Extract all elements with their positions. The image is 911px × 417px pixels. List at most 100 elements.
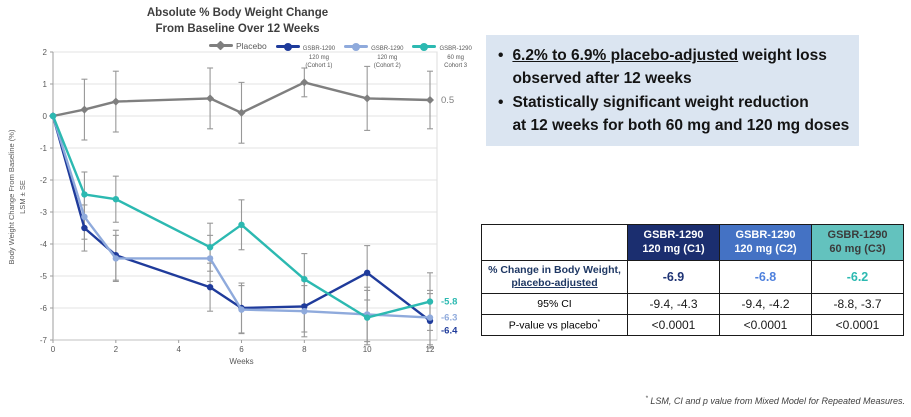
series-line-3 (51, 114, 432, 319)
footnote-symbol: * (645, 395, 648, 402)
x-tick-label: 10 (363, 345, 372, 354)
cohort2-marker-icon (352, 42, 361, 51)
pvalue-c2: <0.0001 (719, 313, 812, 336)
end-value-label: -6.3 (441, 313, 457, 324)
bullet-marker: • (498, 93, 504, 111)
y-tick-label: 0 (43, 112, 48, 121)
bullet-text-1: 6.2% to 6.9% placebo-adjusted weight los… (512, 47, 827, 88)
cohort3-marker-icon (420, 42, 429, 51)
chart-title: Absolute % Body Weight Change From Basel… (55, 6, 420, 37)
end-value-label: -6.4 (441, 326, 458, 337)
end-value-label: 0.5 (441, 95, 454, 106)
data-point (49, 112, 57, 120)
footnote: * LSM, CI and p value from Mixed Model f… (645, 395, 905, 406)
x-tick-label: 12 (426, 345, 435, 354)
legend-label-cohort1: GSBR-1290 120 mg (Cohort 1) (302, 46, 336, 70)
data-point (363, 269, 371, 276)
legend-item-placebo: Placebo (209, 40, 267, 54)
data-point (206, 284, 214, 291)
y-tick-label: -4 (40, 240, 48, 249)
x-tick-label: 6 (239, 345, 244, 354)
data-point (206, 94, 215, 103)
y-tick-label: -2 (40, 176, 48, 185)
legend-label-cohort2: GSBR-1290 120 mg (Cohort 2) (371, 46, 404, 70)
x-tick-label: 4 (176, 345, 181, 354)
x-tick-label: 0 (51, 345, 56, 354)
pct-change-c3: -6.2 (811, 259, 904, 294)
placebo-line-swatch (209, 40, 233, 51)
y-tick-label: 2 (43, 48, 48, 57)
data-point (80, 105, 89, 114)
data-point (81, 224, 88, 232)
cohort2-line-swatch (344, 42, 369, 51)
data-point (363, 94, 372, 103)
cohort1-line-swatch (275, 42, 300, 51)
data-point (301, 303, 308, 310)
footnote-text: LSM, CI and p value from Mixed Model for… (647, 396, 905, 406)
table-row-ci: 95% CI -9.4, -4.3 -9.4, -4.2 -8.8, -3.7 (481, 292, 904, 315)
data-point (300, 78, 309, 87)
chart-title-line1: Absolute % Body Weight Change (146, 7, 329, 19)
y-tick-label: -7 (40, 336, 48, 345)
pvalue-c3: <0.0001 (811, 313, 904, 336)
data-point (426, 96, 434, 104)
bullet-text-2: Statistically significant weight reducti… (512, 93, 850, 134)
table-row-pvalue: P-value vs placebo* <0.0001 <0.0001 <0.0… (481, 313, 904, 336)
row-label-pct-change: % Change in Body Weight, placebo-adjuste… (481, 259, 628, 294)
data-point (81, 191, 88, 198)
bullet-marker: • (498, 47, 504, 64)
row-label-ci: 95% CI (481, 292, 628, 315)
bullet-item-1: • 6.2% to 6.9% placebo-adjusted weight l… (492, 44, 851, 91)
end-value-label: -5.8 (441, 297, 457, 308)
data-point (301, 308, 308, 315)
ci-c1: -9.4, -4.3 (627, 292, 720, 315)
header-cell-c2: GSBR-1290 120 mg (C2) (719, 224, 812, 261)
header-cell-blank (481, 224, 628, 261)
placebo-marker-icon (215, 40, 226, 51)
y-tick-label: -3 (40, 208, 48, 217)
chart-legend: Placebo GSBR-1290 120 mg (Cohort 1) GSBR… (209, 37, 472, 71)
table-header-row: GSBR-1290 120 mg (C1) GSBR-1290 120 mg (… (481, 224, 904, 261)
x-axis-label: Weeks (229, 357, 254, 366)
data-point (237, 108, 246, 117)
key-findings-panel: • 6.2% to 6.9% placebo-adjusted weight l… (486, 35, 859, 146)
pct-change-c2: -6.8 (719, 259, 812, 294)
legend-label-cohort3: GSBR-1290 60 mg Cohort 3 (439, 46, 472, 70)
pct-change-c1: -6.9 (627, 259, 720, 294)
header-cell-c1: GSBR-1290 120 mg (C1) (627, 224, 720, 261)
data-point (111, 97, 120, 106)
legend-item-cohort1: GSBR-1290 120 mg (Cohort 1) (275, 42, 336, 71)
pvalue-c1: <0.0001 (627, 313, 720, 336)
y-tick-label: 1 (43, 80, 48, 89)
header-cell-c3: GSBR-1290 60 mg (C3) (811, 224, 904, 261)
data-point (426, 314, 434, 321)
legend-item-cohort2: GSBR-1290 120 mg (Cohort 2) (344, 42, 404, 71)
ci-c2: -9.4, -4.2 (719, 292, 812, 315)
data-point (206, 255, 214, 262)
data-point (112, 255, 120, 262)
cohort3-line-swatch (412, 42, 437, 51)
legend-label-placebo: Placebo (236, 41, 267, 51)
legend-item-cohort3: GSBR-1290 60 mg Cohort 3 (412, 42, 472, 71)
data-point (238, 221, 245, 228)
data-point (363, 314, 371, 321)
bullet-item-2: • Statistically significant weight reduc… (492, 91, 851, 138)
y-tick-label: -6 (40, 304, 48, 313)
cohort1-marker-icon (283, 42, 292, 51)
data-point (81, 213, 88, 220)
series-line-2 (51, 114, 432, 319)
data-point (426, 298, 434, 305)
data-point (112, 196, 120, 203)
data-point (238, 306, 245, 313)
y-tick-label: -1 (40, 144, 48, 153)
chart-title-line2: From Baseline Over 12 Weeks (155, 22, 320, 35)
ci-c3: -8.8, -3.7 (811, 292, 904, 315)
plot-border (52, 51, 438, 341)
row-label-pvalue: P-value vs placebo* (481, 313, 628, 336)
table-row-pct-change: % Change in Body Weight, placebo-adjuste… (481, 259, 904, 294)
data-point (206, 244, 214, 251)
data-point (301, 276, 308, 283)
series-line-1 (51, 114, 432, 322)
